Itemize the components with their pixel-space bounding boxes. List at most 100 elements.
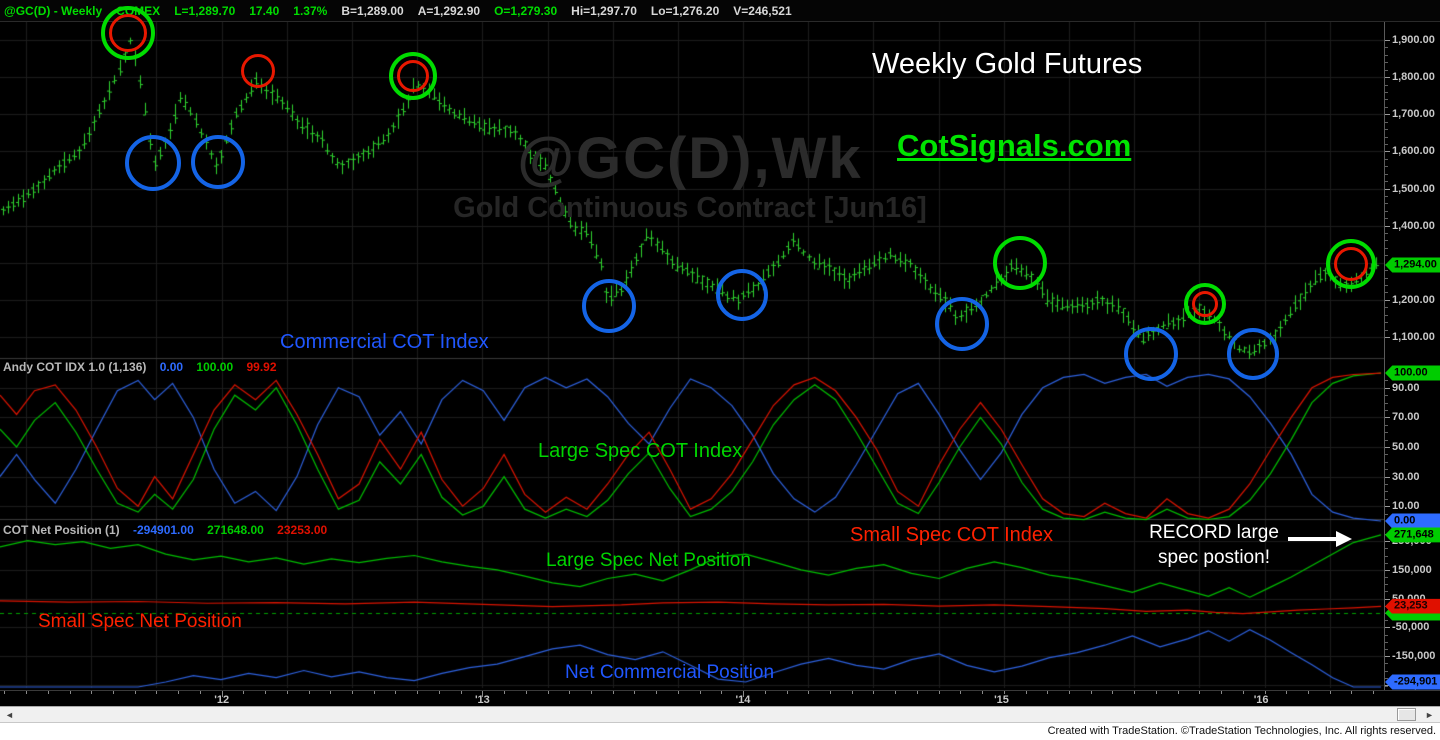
symbol-info-segment: @GC(D) - Weekly	[4, 3, 103, 18]
axis-minor-tick	[1385, 402, 1388, 404]
axis-tick	[1385, 417, 1390, 419]
year-label: '14	[735, 694, 751, 706]
symbol-info-segment: B=1,289.00	[341, 3, 404, 18]
axis-tick-label: 150,000	[1392, 563, 1432, 576]
horizontal-scrollbar[interactable]: ◄ ►	[0, 706, 1440, 723]
date-tick	[982, 691, 983, 694]
axis-minor-tick	[1385, 620, 1388, 622]
axis-tick-label: 1,200.00	[1392, 293, 1435, 306]
axis-minor-tick	[1385, 663, 1388, 665]
date-tick	[678, 691, 679, 694]
date-tick	[482, 691, 483, 697]
axis-minor-tick	[1385, 322, 1388, 324]
symbol-info-segment: 1.37%	[293, 3, 328, 18]
date-tick	[895, 691, 896, 694]
right-arrow-icon	[1288, 531, 1352, 547]
year-label: '12	[214, 694, 230, 706]
cotsignals-link[interactable]: CotSignals.com	[897, 128, 1132, 163]
axis-minor-tick	[1385, 47, 1388, 49]
axis-minor-tick	[1385, 121, 1388, 123]
axis-minor-tick	[1385, 380, 1388, 382]
status-strip: Created with TradeStation. ©TradeStation…	[0, 723, 1440, 740]
axis-minor-tick	[1385, 106, 1388, 108]
net-position-red-value: 23253.00	[277, 523, 328, 537]
axis-tick-label: -50,000	[1392, 621, 1430, 634]
date-tick	[1308, 691, 1309, 694]
axis-tick	[1385, 40, 1390, 41]
symbol-info-segment: A=1,292.90	[417, 3, 481, 18]
date-tick	[548, 691, 549, 694]
date-tick	[178, 691, 179, 694]
axis-minor-tick	[1385, 54, 1388, 56]
scroll-right-arrow-icon[interactable]: ►	[1425, 710, 1434, 720]
year-label: '15	[994, 694, 1009, 706]
net-commercial-position-label: Net Commercial Position	[565, 662, 775, 683]
date-tick	[461, 691, 462, 694]
axis-tick-label: 10.00	[1392, 500, 1420, 513]
commercial-cot-index-label: Commercial COT Index	[280, 331, 489, 353]
axis-minor-tick	[1385, 270, 1388, 272]
axis-minor-tick	[1385, 181, 1388, 183]
cot-index-green-value: 100.00	[196, 360, 234, 374]
date-tick	[222, 691, 223, 697]
date-tick	[1373, 691, 1374, 694]
axis-minor-tick	[1385, 307, 1388, 309]
net-position-green-value: 271648.00	[207, 523, 264, 537]
axis-minor-tick	[1385, 491, 1388, 493]
date-tick	[395, 691, 396, 694]
axis-minor-tick	[1385, 173, 1388, 175]
date-tick	[417, 691, 418, 694]
date-tick	[352, 691, 353, 694]
date-tick	[1178, 691, 1179, 694]
scroll-left-arrow-icon[interactable]: ◄	[5, 710, 14, 720]
date-tick	[830, 691, 831, 694]
symbol-info-segment: V=246,521	[733, 3, 792, 18]
axis-tick	[1385, 114, 1390, 116]
date-tick	[70, 691, 71, 694]
symbol-info-segment: L=1,289.70	[174, 3, 236, 18]
date-tick	[309, 691, 310, 694]
axis-minor-tick	[1385, 461, 1388, 463]
axis-tick	[1385, 225, 1390, 227]
axis-minor-tick	[1385, 240, 1388, 242]
axis-minor-tick	[1385, 166, 1388, 168]
symbol-info-segment: Hi=1,297.70	[571, 3, 637, 18]
axis-tick-label: 1,500.00	[1392, 182, 1435, 195]
axis-tick	[1385, 77, 1390, 79]
date-tick	[1156, 691, 1157, 694]
price-axis[interactable]: 1,900.00 1,800.00 1,700.00 1,600.00 1,500.00…	[1384, 22, 1440, 691]
axis-minor-tick	[1385, 648, 1388, 650]
date-tick	[743, 691, 744, 697]
price-badge: 0.00	[1385, 513, 1440, 529]
date-tick	[287, 691, 288, 694]
date-tick	[265, 691, 266, 694]
axis-minor-tick	[1385, 555, 1388, 557]
axis-minor-tick	[1385, 584, 1388, 586]
date-tick	[1286, 691, 1287, 694]
axis-tick-label: 1,700.00	[1392, 108, 1435, 121]
axis-minor-tick	[1385, 203, 1388, 205]
axis-minor-tick	[1385, 143, 1388, 145]
date-tick	[808, 691, 809, 694]
axis-minor-tick	[1385, 634, 1388, 636]
cot-index-indicator-name: Andy COT IDX 1.0 (1,136)	[3, 360, 147, 374]
price-badge: 100.00	[1385, 365, 1440, 381]
axis-minor-tick	[1385, 255, 1388, 257]
record-position-annotation: RECORD large spec postion!	[1128, 520, 1300, 570]
date-tick	[4, 691, 5, 694]
date-tick	[591, 691, 592, 694]
axis-minor-tick	[1385, 562, 1388, 564]
axis-tick-label: -150,000	[1392, 650, 1436, 663]
chart-plot-area[interactable]	[0, 22, 1384, 690]
small-spec-net-position-label: Small Spec Net Position	[38, 611, 242, 632]
axis-minor-tick	[1385, 677, 1388, 679]
axis-tick-label: 1,100.00	[1392, 331, 1435, 343]
scrollbar-thumb[interactable]	[1397, 708, 1416, 721]
date-tick	[113, 691, 114, 694]
date-tick	[526, 691, 527, 694]
axis-minor-tick	[1385, 670, 1388, 672]
date-tick	[1243, 691, 1244, 694]
date-axis[interactable]: '12 '13 '14 '15 '16	[0, 690, 1440, 706]
axis-tick-label: 90.00	[1392, 381, 1420, 394]
axis-minor-tick	[1385, 577, 1388, 579]
